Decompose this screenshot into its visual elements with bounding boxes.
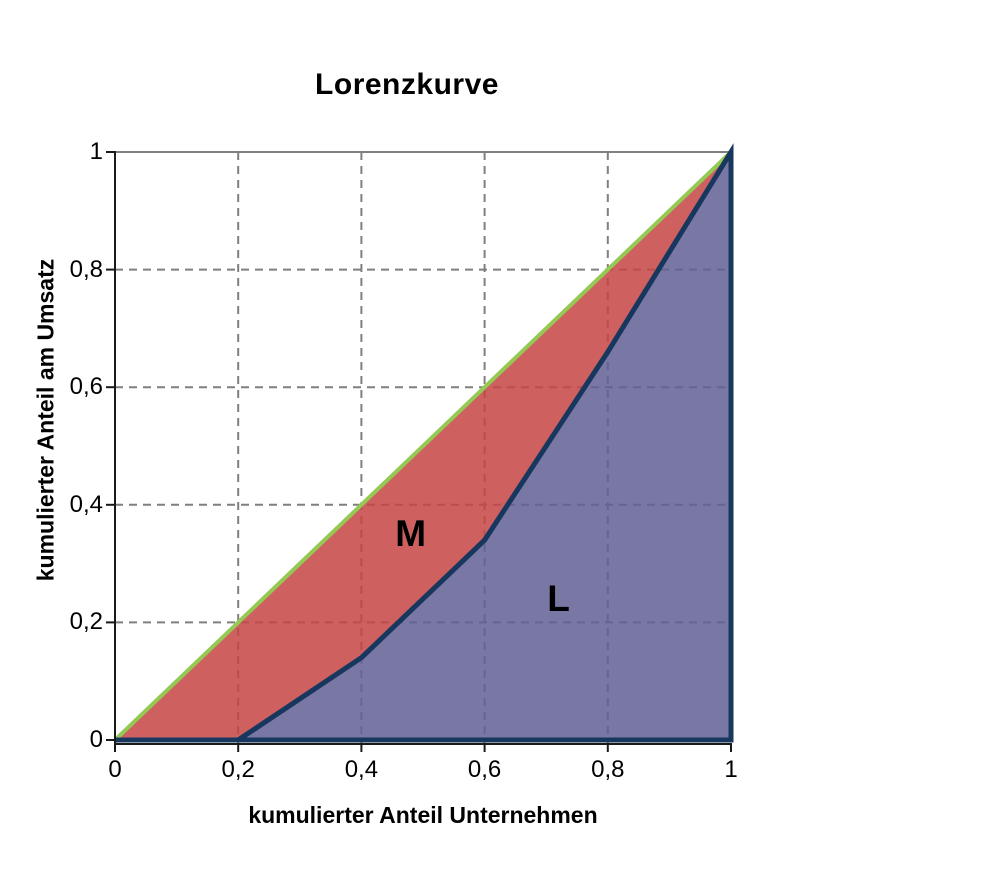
x-tick-label: 0,8 bbox=[591, 756, 625, 783]
chart-title: Lorenzkurve bbox=[315, 68, 499, 101]
x-tick-label: 0,6 bbox=[467, 756, 502, 783]
y-tick-label: 1 bbox=[89, 138, 103, 165]
x-tick-label: 1 bbox=[724, 756, 738, 783]
axes bbox=[106, 151, 732, 752]
area-L-polygon bbox=[115, 143, 734, 743]
y-tick-label: 0,6 bbox=[69, 373, 103, 401]
area-label-L: L bbox=[547, 577, 570, 619]
y-axis-title: kumulierter Anteil am Umsatz bbox=[32, 258, 59, 582]
x-tick-label: 0,2 bbox=[221, 756, 255, 783]
x-axis-title: kumulierter Anteil Unternehmen bbox=[248, 802, 598, 828]
equality-line bbox=[113, 150, 733, 742]
y-tick-label: 0,4 bbox=[69, 490, 103, 518]
y-tick-label: 0,2 bbox=[69, 608, 103, 636]
x-tick-label: 0,4 bbox=[344, 756, 379, 783]
area-label-M: M bbox=[395, 513, 427, 555]
x-tick-label: 0 bbox=[108, 756, 122, 783]
y-tick-label: 0 bbox=[89, 726, 103, 753]
y-tick-label: 0,8 bbox=[69, 255, 103, 283]
